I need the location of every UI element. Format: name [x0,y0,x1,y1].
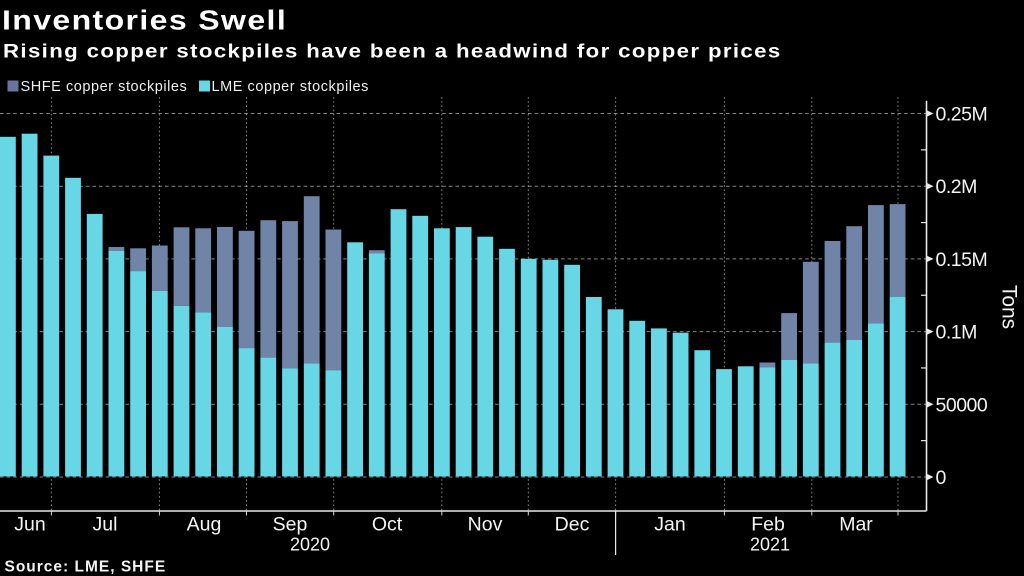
svg-text:0.25M: 0.25M [936,104,988,126]
svg-text:Jul: Jul [93,514,118,536]
svg-text:2021: 2021 [750,535,790,555]
svg-text:Jun: Jun [14,514,45,536]
svg-text:0.2M: 0.2M [936,176,977,198]
svg-text:LME copper stockpiles: LME copper stockpiles [212,79,369,95]
svg-text:Source: LME, SHFE: Source: LME, SHFE [5,558,167,575]
svg-text:2020: 2020 [290,535,330,555]
svg-text:Aug: Aug [187,514,222,536]
svg-text:Sep: Sep [273,514,308,536]
svg-text:Dec: Dec [555,514,590,536]
svg-text:Rising copper stockpiles have: Rising copper stockpiles have been a hea… [3,41,782,62]
svg-text:0.1M: 0.1M [936,322,977,344]
svg-text:Mar: Mar [839,514,873,536]
svg-text:0.15M: 0.15M [936,249,988,271]
svg-text:Inventories Swell: Inventories Swell [2,5,287,36]
svg-text:0: 0 [936,467,947,489]
svg-text:Nov: Nov [468,514,503,536]
svg-text:Tons: Tons [998,285,1021,329]
svg-text:Jan: Jan [654,514,685,536]
svg-text:SHFE copper stockpiles: SHFE copper stockpiles [21,79,188,95]
svg-text:Feb: Feb [751,514,785,536]
svg-text:Oct: Oct [372,514,403,536]
svg-text:50000: 50000 [936,394,988,416]
